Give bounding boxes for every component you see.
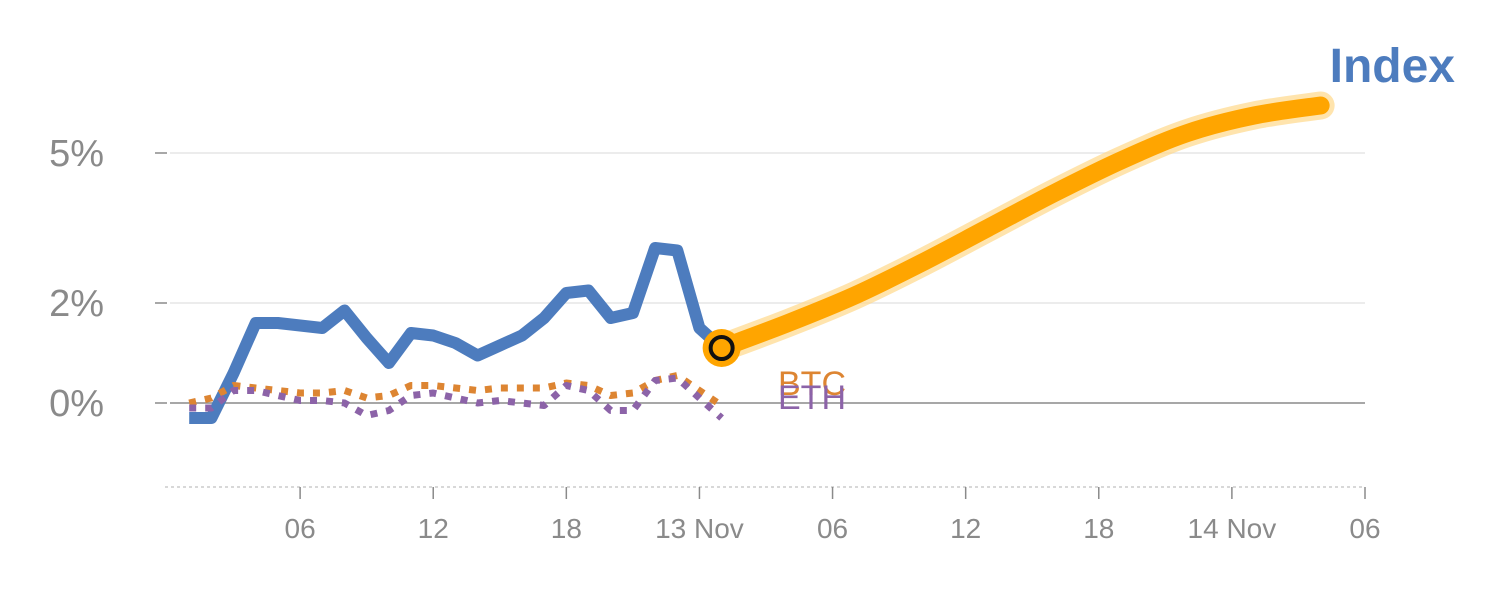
- x-tick-label: 18: [551, 513, 582, 544]
- y-tick-label: 5%: [49, 133, 104, 175]
- btc-line: [188, 372, 724, 409]
- y-tick-label: 2%: [49, 283, 104, 325]
- current-point-marker: [708, 335, 735, 361]
- btc-series-label: BTC: [778, 365, 846, 403]
- x-tick-label: 06: [285, 513, 316, 544]
- x-tick-label: 12: [418, 513, 449, 544]
- series-layer: [188, 91, 1335, 424]
- x-tick-label: 18: [1083, 513, 1114, 544]
- x-tick-label: 13 Nov: [655, 513, 744, 544]
- grid-layer: 5% 2% 0%: [49, 133, 1365, 425]
- projection-line: [712, 96, 1330, 357]
- index-line: [189, 242, 726, 424]
- eth-series-label: ETH: [778, 379, 846, 417]
- chart-title: Index: [1330, 40, 1456, 93]
- y-tick-label: 0%: [49, 383, 104, 425]
- eth-line: [189, 374, 724, 421]
- x-tick-label: 06: [1349, 513, 1380, 544]
- x-tick-label: 14 Nov: [1188, 513, 1277, 544]
- x-tick-label: 06: [817, 513, 848, 544]
- x-tick-label: 12: [950, 513, 981, 544]
- x-axis: 06 12 18 13 Nov 06 12 18 14 Nov 06: [165, 486, 1381, 544]
